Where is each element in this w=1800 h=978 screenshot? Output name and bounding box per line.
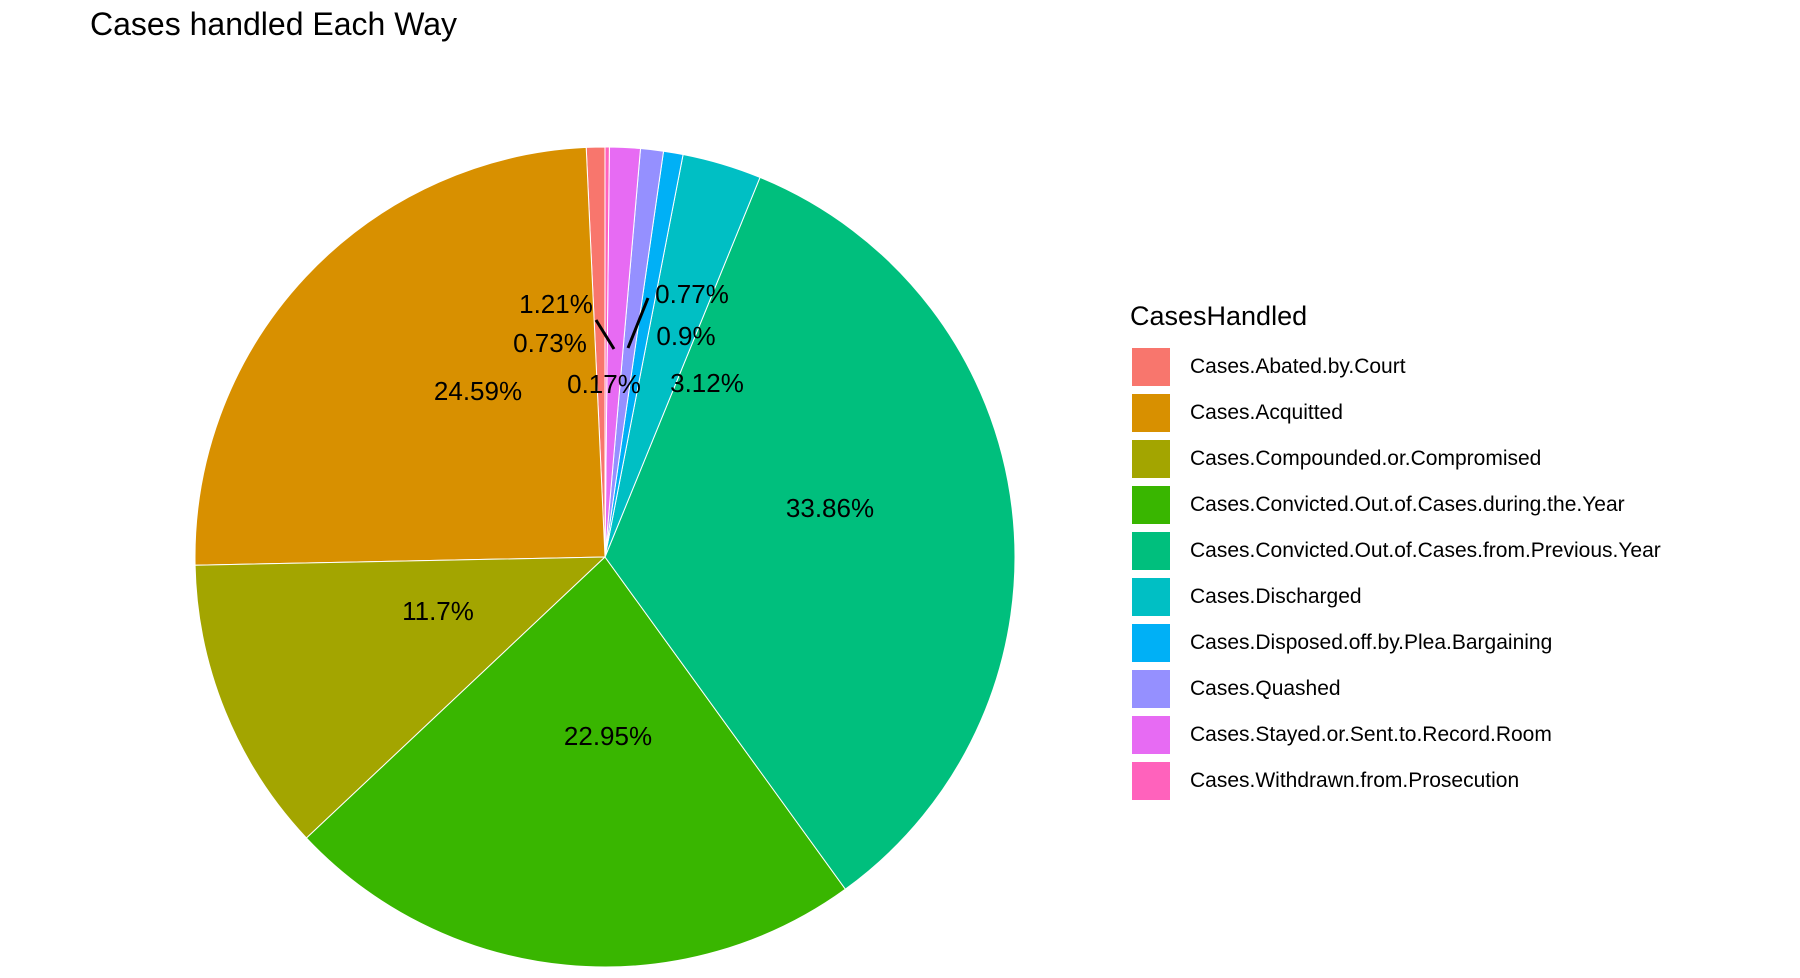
chart-title: Cases handled Each Way bbox=[90, 6, 458, 42]
pie-slice-cases-convicted-out-of-cases-from-previous-year bbox=[604, 176, 1016, 890]
legend-label: Cases.Withdrawn.from.Prosecution bbox=[1190, 769, 1520, 792]
legend-swatch bbox=[1130, 576, 1172, 618]
leader-line-cases-stayed-or-sent-to-record-room bbox=[594, 319, 616, 350]
legend-item: Cases.Stayed.or.Sent.to.Record.Room bbox=[1130, 712, 1661, 758]
legend-item: Cases.Acquitted bbox=[1130, 390, 1661, 436]
legend-swatch bbox=[1130, 530, 1172, 572]
legend-label: Cases.Abated.by.Court bbox=[1190, 355, 1406, 378]
legend-label: Cases.Quashed bbox=[1190, 677, 1341, 700]
legend-item: Cases.Disposed.off.by.Plea.Bargaining bbox=[1130, 620, 1661, 666]
legend-swatch bbox=[1130, 438, 1172, 480]
slice-label-cases-discharged: 3.12% bbox=[670, 368, 744, 398]
slice-labels: 0.73% 24.59% 11.7% 22.95% 33.86% 3.12% 0.77% 0.… bbox=[402, 279, 874, 751]
legend-label: Cases.Disposed.off.by.Plea.Bargaining bbox=[1190, 631, 1553, 654]
legend-item: Cases.Discharged bbox=[1130, 574, 1661, 620]
slice-label-cases-stayed-or-sent-to-record-room: 1.21% bbox=[519, 289, 593, 319]
legend-item: Cases.Convicted.Out.of.Cases.from.Previo… bbox=[1130, 528, 1661, 574]
legend-item: Cases.Convicted.Out.of.Cases.during.the.… bbox=[1130, 482, 1661, 528]
pie-slice-cases-withdrawn-from-prosecution bbox=[604, 146, 610, 558]
legend-item: Cases.Abated.by.Court bbox=[1130, 344, 1661, 390]
legend: CasesHandled Cases.Abated.by.Court Cases.… bbox=[1130, 296, 1661, 804]
legend-swatch bbox=[1130, 760, 1172, 802]
legend-title: CasesHandled bbox=[1130, 301, 1308, 331]
pie-slice-cases-compounded-or-compromised bbox=[194, 556, 607, 839]
pie-slice-cases-acquitted bbox=[194, 146, 606, 566]
slice-label-cases-convicted-out-of-cases-from-previous-year: 33.86% bbox=[786, 493, 874, 523]
legend-label: Cases.Discharged bbox=[1190, 585, 1362, 608]
legend-swatch bbox=[1130, 346, 1172, 388]
legend-label: Cases.Convicted.Out.of.Cases.during.the.… bbox=[1190, 493, 1625, 516]
slice-label-cases-compounded-or-compromised: 11.7% bbox=[402, 596, 474, 626]
legend-swatch bbox=[1130, 668, 1172, 710]
legend-swatch bbox=[1130, 484, 1172, 526]
leader-line-cases-disposed-off-by-plea-bargaining bbox=[626, 297, 650, 349]
slice-label-cases-abated-by-court: 0.73% bbox=[513, 328, 587, 358]
legend-item: Cases.Quashed bbox=[1130, 666, 1661, 712]
legend-swatch bbox=[1130, 392, 1172, 434]
legend-label: Cases.Compounded.or.Compromised bbox=[1190, 447, 1542, 470]
legend-items: Cases.Abated.by.Court Cases.Acquitted Case… bbox=[1130, 344, 1661, 804]
slice-label-cases-disposed-off-by-plea-bargaining: 0.77% bbox=[655, 279, 729, 309]
pie-slice-cases-convicted-out-of-cases-during-the-year bbox=[305, 556, 847, 968]
legend-item: Cases.Compounded.or.Compromised bbox=[1130, 436, 1661, 482]
legend-swatch bbox=[1130, 714, 1172, 756]
slice-label-cases-acquitted: 24.59% bbox=[434, 376, 522, 406]
slice-label-cases-convicted-out-of-cases-during-the-year: 22.95% bbox=[564, 721, 652, 751]
legend-label: Cases.Acquitted bbox=[1190, 401, 1343, 424]
legend-label: Cases.Convicted.Out.of.Cases.from.Previo… bbox=[1190, 539, 1661, 562]
legend-item: Cases.Withdrawn.from.Prosecution bbox=[1130, 758, 1661, 804]
label-leader-lines bbox=[594, 297, 650, 350]
slice-label-cases-withdrawn-from-prosecution: 0.17% bbox=[567, 369, 641, 399]
legend-swatch bbox=[1130, 622, 1172, 664]
slice-label-cases-quashed: 0.9% bbox=[656, 321, 715, 351]
legend-label: Cases.Stayed.or.Sent.to.Record.Room bbox=[1190, 723, 1552, 746]
pie-slices bbox=[194, 146, 1016, 968]
